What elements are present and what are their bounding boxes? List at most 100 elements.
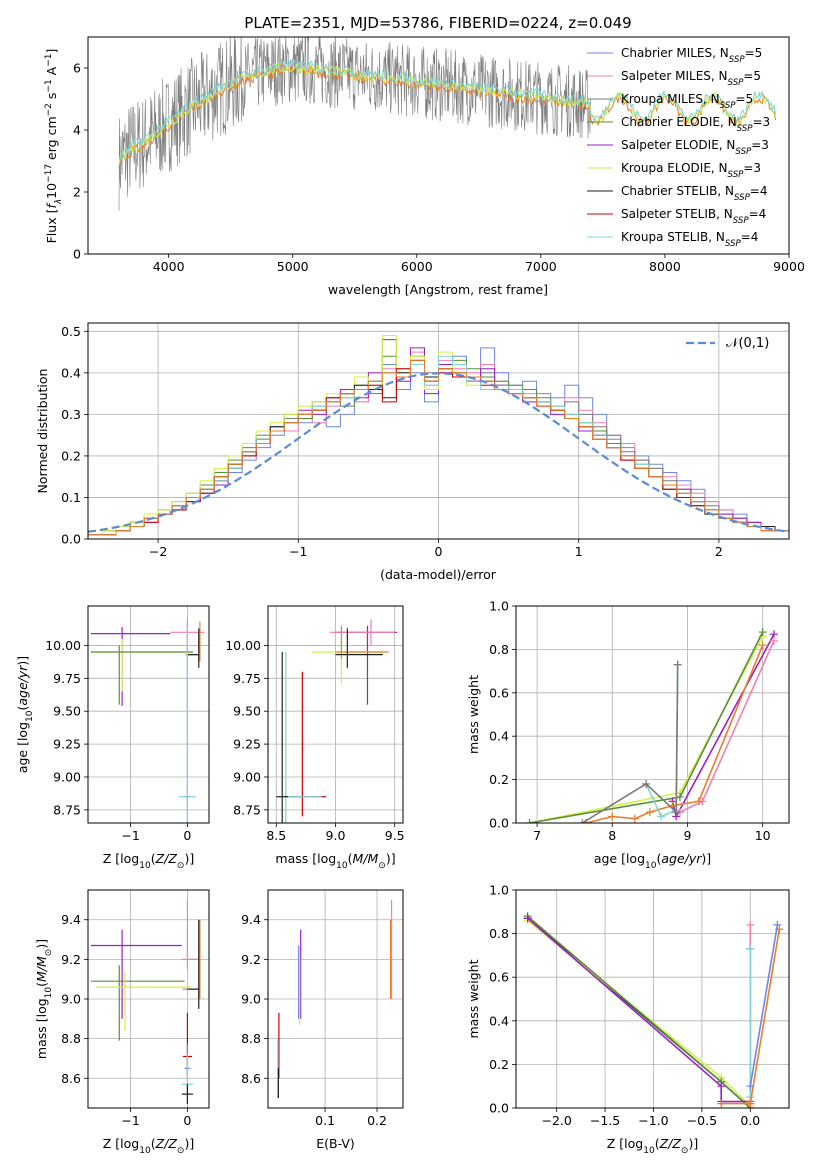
y-tick-label: 8.75	[233, 802, 261, 817]
y-tick-label: 9.75	[233, 671, 261, 686]
weight-point	[657, 812, 666, 821]
x-tick-label: 9000	[773, 259, 805, 274]
x-tick-label: 7	[533, 828, 541, 843]
plot-area	[276, 619, 398, 823]
weight-point	[673, 660, 682, 669]
y-tick-label: 0.4	[61, 365, 81, 380]
x-axis-label: Z [log10(Z/Z⊙)]	[103, 851, 194, 871]
weight-point	[758, 641, 767, 650]
legend-label: Chabrier MILES, NSSP=5	[621, 46, 762, 65]
y-tick-label: 9.00	[233, 769, 261, 784]
x-tick-label: 0	[435, 544, 443, 559]
x-axis-label: mass [log10(M/M⊙)]	[275, 851, 395, 871]
weight-point	[523, 914, 532, 923]
plot-area	[118, 37, 777, 211]
x-tick-label: 0	[183, 828, 191, 843]
y-tick-label: 0.1	[61, 490, 81, 505]
y-axis-label: Flux [fλ10−17 erg cm−2 s−1 A−1]	[44, 49, 64, 244]
y-axis-label: mass [log10(M/M⊙)]	[34, 939, 54, 1059]
y-tick-label: 8.8	[241, 1031, 261, 1046]
y-tick-label: 0.2	[61, 448, 81, 463]
axes-frame	[87, 889, 210, 1109]
y-tick-label: 8.8	[61, 1031, 81, 1046]
plot-area	[525, 628, 778, 823]
y-tick-label: 0.2	[489, 1057, 509, 1072]
y-tick-label: 0.5	[61, 324, 81, 339]
x-tick-label: 0.1	[315, 1113, 335, 1128]
axes-frame	[87, 605, 210, 824]
x-tick-label: 0.0	[740, 1113, 760, 1128]
y-tick-label: 9.25	[53, 737, 81, 752]
axes-frame	[515, 889, 790, 1109]
y-tick-label: 6	[73, 61, 81, 76]
weight-series	[529, 631, 764, 823]
y-tick-label: 9.50	[233, 704, 261, 719]
weight-point	[769, 636, 778, 645]
x-tick-label: 9.0	[326, 828, 346, 843]
weight-point	[672, 808, 681, 817]
x-tick-label: 8000	[649, 259, 681, 274]
y-tick-label: 0	[73, 247, 81, 262]
weight-point	[746, 944, 755, 953]
weight-series	[527, 917, 751, 1103]
y-axis-label: mass weight	[466, 959, 481, 1038]
y-tick-label: 10.00	[45, 638, 81, 653]
axes-spectrum: 4000 5000 6000 7000 8000 9000 0 2 4 6 Chabrier MIL…	[44, 36, 805, 297]
axes-frame	[267, 889, 404, 1109]
y-tick-label: 9.4	[241, 912, 261, 927]
spectrum-model	[118, 64, 777, 167]
y-tick-label: 9.0	[241, 992, 261, 1007]
weight-point	[746, 920, 755, 929]
weight-point	[630, 814, 639, 823]
gaussian-curve	[88, 372, 789, 533]
legend: Chabrier MILES, NSSP=5 Salpeter MILES, NS…	[587, 46, 770, 249]
axes-frame	[87, 36, 790, 255]
legend-label: Salpeter MILES, NSSP=5	[621, 69, 761, 88]
axes-mass_weight_vs_Z: −2.0 −1.5 −1.0 −0.5 0.0 0.0 0.2 0.4 0.6 0.8 1.0 Z […	[466, 883, 790, 1156]
weight-point	[758, 628, 767, 637]
weight-series	[679, 640, 775, 813]
plot-area	[88, 335, 789, 536]
plot-area	[90, 619, 205, 823]
y-tick-label: 9.25	[233, 737, 261, 752]
x-tick-label: 1	[575, 544, 583, 559]
weight-point	[717, 1099, 726, 1108]
y-tick-label: 0.8	[489, 926, 509, 941]
legend-label: Chabrier ELODIE, NSSP=3	[621, 115, 770, 134]
x-tick-label: −2.0	[541, 1113, 571, 1128]
x-tick-label: 5000	[277, 259, 309, 274]
spectrum-model	[118, 58, 777, 161]
plot-area	[90, 899, 201, 1105]
legend-label: Kroupa MILES, NSSP=5	[621, 92, 753, 111]
x-axis-label: age [log10(age/yr)]	[594, 851, 711, 871]
x-axis-label: (data-model)/error	[380, 567, 497, 582]
weight-point	[717, 1082, 726, 1091]
x-tick-label: −1	[289, 544, 307, 559]
x-tick-label: −1	[121, 1113, 139, 1128]
x-tick-label: 8.5	[266, 828, 286, 843]
x-tick-label: 0	[183, 1113, 191, 1128]
y-tick-label: 0.3	[61, 407, 81, 422]
axes-mass_vs_EBV: 0.1 0.2 8.6 8.8 9.0 9.2 9.4 E(B-V)	[241, 889, 404, 1151]
y-tick-label: 1.0	[489, 599, 509, 614]
y-tick-label: 0.4	[489, 1013, 509, 1028]
y-tick-label: 0.0	[489, 1101, 509, 1116]
y-axis-label: Normed distribution	[35, 369, 50, 494]
y-tick-label: 8.6	[241, 1071, 261, 1086]
legend-label: Chabrier STELIB, NSSP=4	[621, 184, 768, 203]
legend-label: 𝒩(0,1)	[726, 336, 769, 351]
legend-label: Salpeter STELIB, NSSP=4	[621, 207, 766, 226]
y-tick-label: 0.2	[489, 772, 509, 787]
weight-point	[746, 1099, 755, 1108]
axes-frame	[267, 605, 404, 824]
y-tick-label: 1.0	[489, 883, 509, 898]
axes-age_vs_Z: −1 0 8.75 9.00 9.25 9.50 9.75 10.00 Z [log10(Z/Z…	[15, 605, 210, 871]
weight-series	[581, 664, 679, 823]
y-tick-label: 2	[73, 185, 81, 200]
y-tick-label: 9.00	[53, 769, 81, 784]
weight-point	[746, 1082, 755, 1091]
axes-mass_vs_Z: −1 0 8.6 8.8 9.0 9.2 9.4 Z [log10(Z/Z⊙)] mass [l…	[34, 889, 210, 1156]
y-tick-label: 0.8	[489, 642, 509, 657]
x-tick-label: 9	[683, 828, 691, 843]
